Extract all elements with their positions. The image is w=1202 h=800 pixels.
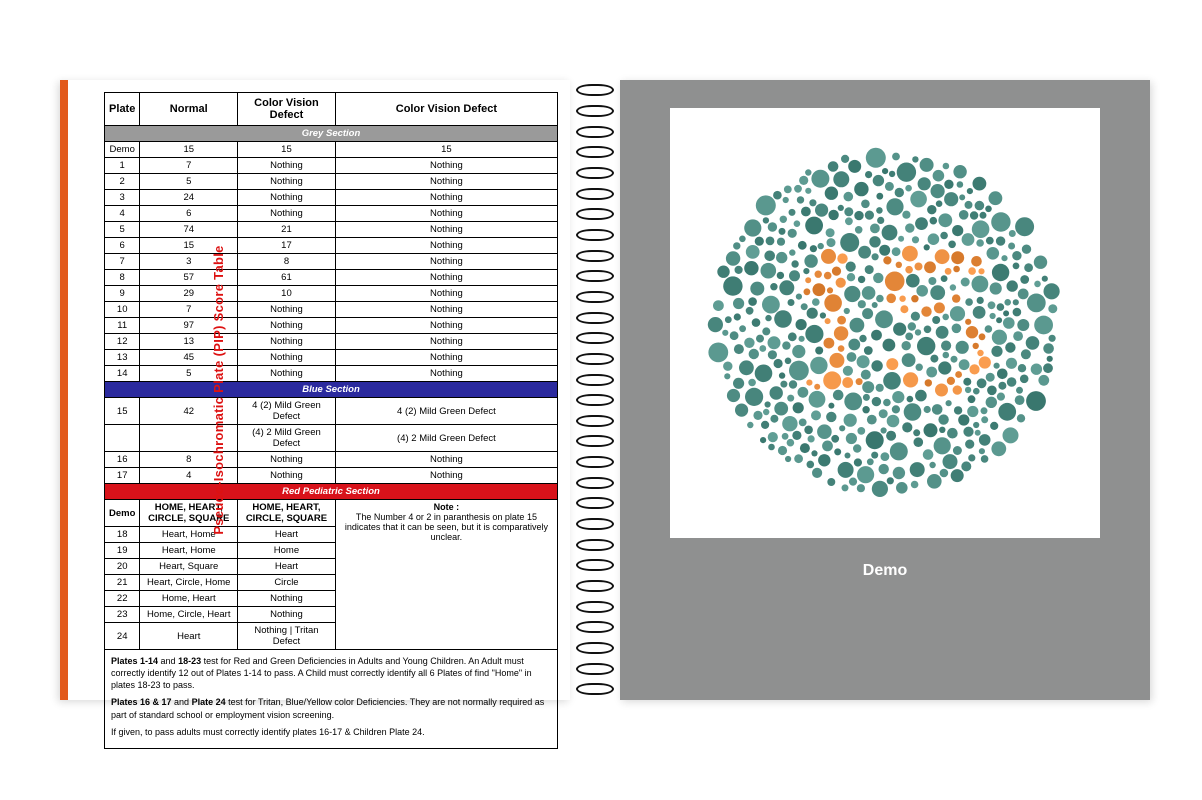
table-row: DemoHOME, HEART, CIRCLE, SQUAREHOME, HEA… (105, 500, 558, 527)
spiral-ring (576, 146, 614, 158)
table-row: 107NothingNothing (105, 302, 558, 318)
table-row: 57421Nothing (105, 222, 558, 238)
table-row: 25NothingNothing (105, 174, 558, 190)
section-header: Grey Section (105, 126, 558, 142)
spiral-ring (576, 456, 614, 468)
spiral-ring (576, 518, 614, 530)
plate-label: Demo (863, 562, 907, 580)
spiral-ring (576, 84, 614, 96)
ishihara-plate-frame (670, 108, 1100, 538)
footnote-2: Plates 16 & 17 and Plate 24 test for Tri… (111, 696, 551, 720)
table-row: Demo151515 (105, 142, 558, 158)
spiral-ring (576, 312, 614, 324)
spiral-ring (576, 250, 614, 262)
left-page: Pseudo-Isochromatic Plate (PIP) Score Ta… (60, 80, 570, 700)
spiral-ring (576, 415, 614, 427)
open-book: Pseudo-Isochromatic Plate (PIP) Score Ta… (60, 80, 1150, 720)
spiral-ring (576, 663, 614, 675)
ishihara-plate (705, 143, 1065, 503)
table-row: (4) 2 Mild Green Defect(4) 2 Mild Green … (105, 425, 558, 452)
vertical-title: Pseudo-Isochromatic Plate (PIP) Score Ta… (211, 245, 226, 534)
note-cell: Note :The Number 4 or 2 in paranthesis o… (335, 500, 557, 650)
spiral-ring (576, 580, 614, 592)
spiral-ring (576, 105, 614, 117)
spiral-ring (576, 559, 614, 571)
col-defect-1: Color Vision Defect (238, 93, 336, 126)
table-row: 1197NothingNothing (105, 318, 558, 334)
table-row: 1345NothingNothing (105, 350, 558, 366)
spiral-ring (576, 126, 614, 138)
spiral-ring (576, 642, 614, 654)
footnote-1: Plates 1-14 and 18-23 test for Red and G… (111, 655, 551, 691)
table-row: 61517Nothing (105, 238, 558, 254)
col-plate: Plate (105, 93, 140, 126)
right-page: Demo (620, 80, 1150, 700)
col-normal: Normal (140, 93, 238, 126)
table-row: 46NothingNothing (105, 206, 558, 222)
table-row: 92910Nothing (105, 286, 558, 302)
spiral-ring (576, 229, 614, 241)
spiral-ring (576, 683, 614, 695)
table-row: 1213NothingNothing (105, 334, 558, 350)
section-header: Blue Section (105, 382, 558, 398)
table-row: 17NothingNothing (105, 158, 558, 174)
spiral-ring (576, 621, 614, 633)
table-row: 145NothingNothing (105, 366, 558, 382)
spiral-ring (576, 353, 614, 365)
spiral-ring (576, 332, 614, 344)
table-row: 85761Nothing (105, 270, 558, 286)
table-row: 15424 (2) Mild Green Defect4 (2) Mild Gr… (105, 398, 558, 425)
spiral-ring (576, 497, 614, 509)
spiral-ring (576, 270, 614, 282)
footnotes: Plates 1-14 and 18-23 test for Red and G… (104, 650, 558, 749)
spiral-ring (576, 394, 614, 406)
spiral-ring (576, 435, 614, 447)
table-header-row: Plate Normal Color Vision Defect Color V… (105, 93, 558, 126)
spiral-ring (576, 374, 614, 386)
footnote-3: If given, to pass adults must correctly … (111, 726, 551, 738)
spiral-binding (570, 80, 620, 700)
spiral-ring (576, 477, 614, 489)
score-table: Plate Normal Color Vision Defect Color V… (104, 92, 558, 650)
spiral-ring (576, 188, 614, 200)
table-row: 168NothingNothing (105, 452, 558, 468)
table-row: 738Nothing (105, 254, 558, 270)
spiral-ring (576, 539, 614, 551)
table-row: 174NothingNothing (105, 468, 558, 484)
col-defect-2: Color Vision Defect (335, 93, 557, 126)
table-row: 324NothingNothing (105, 190, 558, 206)
section-header: Red Pediatric Section (105, 484, 558, 500)
spiral-ring (576, 208, 614, 220)
spiral-ring (576, 291, 614, 303)
spiral-ring (576, 601, 614, 613)
spiral-ring (576, 167, 614, 179)
